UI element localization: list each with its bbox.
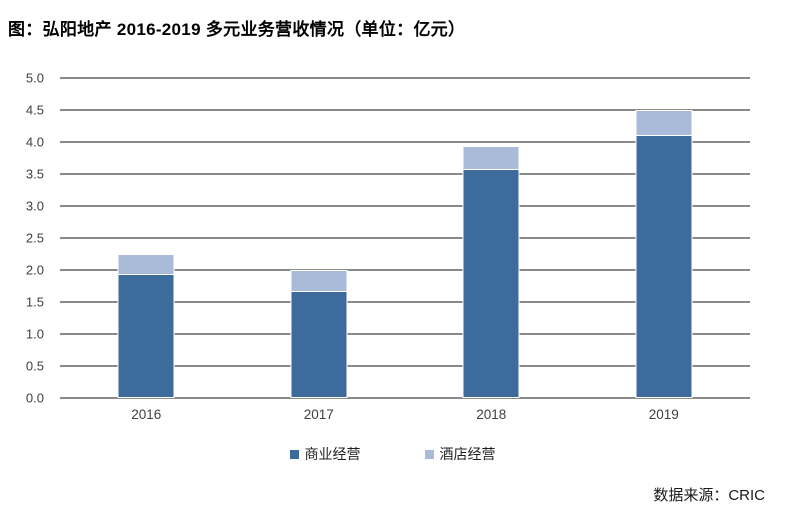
stacked-bar-2018 <box>462 145 520 398</box>
gridline <box>60 173 750 175</box>
legend-item-酒店经营: 酒店经营 <box>424 444 496 464</box>
legend-label: 酒店经营 <box>439 446 496 462</box>
gridline <box>60 365 750 367</box>
y-tick-label: 4.5 <box>25 102 44 118</box>
gridline <box>60 205 750 207</box>
y-tick-label: 3.0 <box>25 198 44 214</box>
stacked-bar-2016 <box>117 254 175 398</box>
bar-slot-2016 <box>60 78 233 398</box>
legend-marker-icon <box>424 449 434 459</box>
y-tick-label: 5.0 <box>25 70 44 86</box>
bar-slot-2018 <box>405 78 578 398</box>
gridline <box>60 397 750 399</box>
data-source: 数据来源：CRIC <box>653 487 765 504</box>
y-tick-label: 3.5 <box>25 166 44 182</box>
x-tick-label-2017: 2017 <box>303 407 334 422</box>
legend-marker-icon <box>289 449 299 459</box>
y-tick-label: 1.0 <box>25 326 44 342</box>
bar-segment-酒店经营-2017 <box>290 270 348 292</box>
x-tick-label-2018: 2018 <box>476 407 507 422</box>
bar-slot-2019 <box>578 78 751 398</box>
gridline <box>60 269 750 271</box>
y-tick-label: 2.0 <box>25 262 44 278</box>
gridline <box>60 301 750 303</box>
y-axis-labels: 0.0 0.5 1.0 1.5 2.0 2.5 3.0 3.5 4.0 4.5 5.0 <box>0 72 52 405</box>
bar-segment-酒店经营-2016 <box>117 254 175 276</box>
legend-item-商业经营: 商业经营 <box>289 444 361 464</box>
x-tick-label-2019: 2019 <box>648 407 679 422</box>
y-tick-label: 0.5 <box>25 358 44 374</box>
y-tick-label: 4.0 <box>25 134 44 150</box>
bar-slot-2017 <box>233 78 406 398</box>
gridline <box>60 237 750 239</box>
legend: 商业经营 酒店经营 <box>0 444 785 464</box>
gridline <box>60 141 750 143</box>
gridline <box>60 333 750 335</box>
legend-label: 商业经营 <box>304 446 361 462</box>
y-tick-label: 2.5 <box>25 230 44 246</box>
bar-segment-商业经营-2017 <box>290 291 348 398</box>
x-axis-labels: 2016 2017 2018 2019 <box>60 407 750 427</box>
y-tick-label: 1.5 <box>25 294 44 310</box>
bar-segment-商业经营-2018 <box>462 170 520 398</box>
y-tick-label: 0.0 <box>25 390 44 406</box>
bar-segment-酒店经营-2018 <box>462 145 520 171</box>
x-tick-label-2016: 2016 <box>131 407 162 422</box>
plot-area <box>60 77 751 399</box>
bar-segment-酒店经营-2019 <box>635 110 693 136</box>
bar-segment-商业经营-2019 <box>635 135 693 398</box>
stacked-bar-2017 <box>290 270 348 398</box>
stacked-bar-2019 <box>635 110 693 398</box>
gridline <box>60 109 750 111</box>
chart-title: 图：弘阳地产 2016-2019 多元业务营收情况（单位：亿元） <box>8 20 466 39</box>
bar-segment-商业经营-2016 <box>117 275 175 398</box>
gridline <box>60 77 750 79</box>
